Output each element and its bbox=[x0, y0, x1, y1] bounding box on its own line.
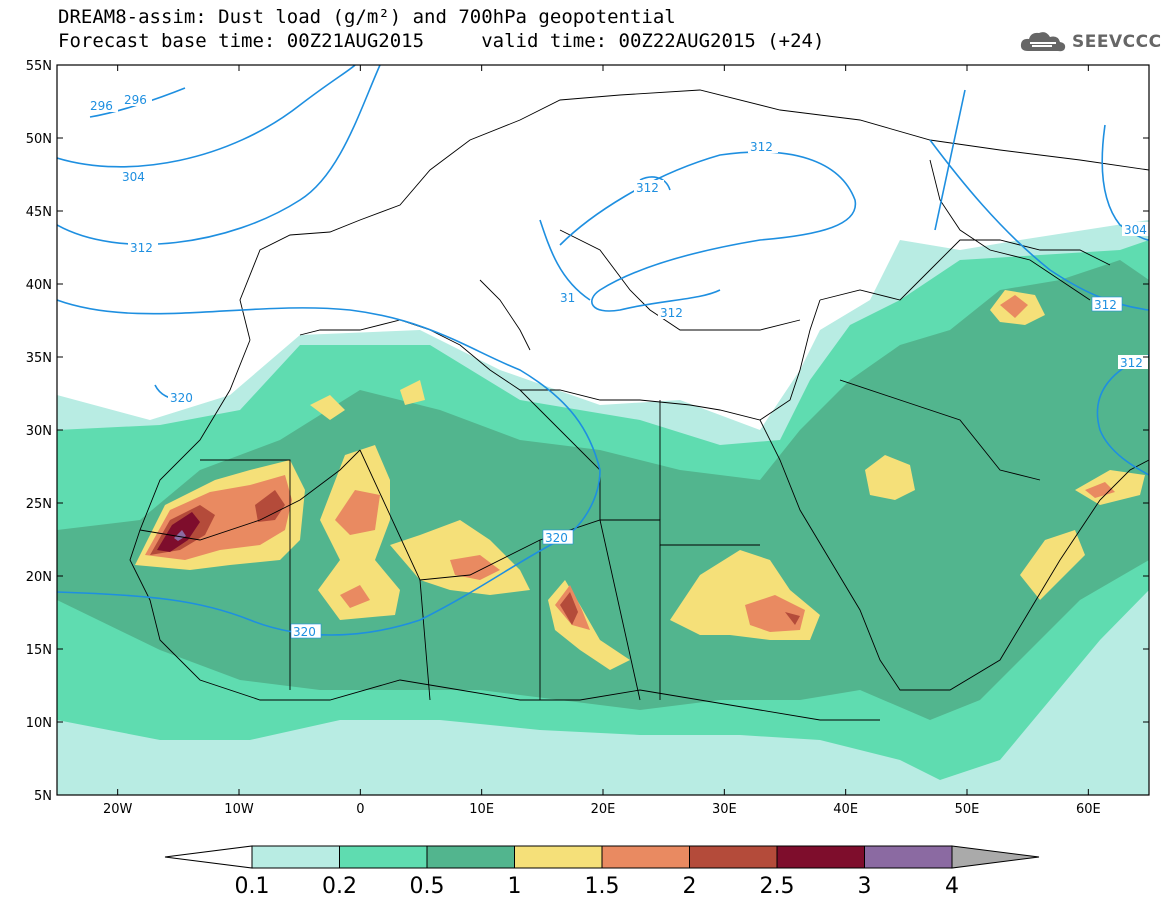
lon-label: 10W bbox=[224, 802, 254, 817]
cloud-icon bbox=[1020, 32, 1066, 52]
seevccc-logo: SEEVCCC bbox=[1018, 28, 1162, 56]
contour-label: 312 bbox=[130, 241, 153, 255]
colorbar-label: 0.1 bbox=[235, 874, 270, 899]
contour-label: 320 bbox=[170, 391, 193, 405]
lat-label: 45N bbox=[26, 205, 52, 220]
colorbar-segment bbox=[601, 845, 690, 869]
lon-label: 50E bbox=[955, 802, 980, 817]
lat-label: 35N bbox=[26, 351, 52, 366]
contour-label: 312 bbox=[660, 306, 683, 320]
lat-label: 20N bbox=[26, 570, 52, 585]
colorbar-segment bbox=[864, 845, 953, 869]
lat-label: 55N bbox=[26, 59, 52, 74]
colorbar-segment bbox=[426, 845, 515, 869]
logo-text: SEEVCCC bbox=[1072, 32, 1162, 52]
lat-label: 50N bbox=[26, 132, 52, 147]
colorbar-segment bbox=[776, 845, 865, 869]
contour-label: 312 bbox=[1120, 356, 1143, 370]
lon-label: 30E bbox=[712, 802, 737, 817]
contour-label: 320 bbox=[293, 625, 316, 639]
colorbar: 0.1 0.2 0.5 1 1.5 2 2.5 3 4 bbox=[164, 845, 1040, 899]
colorbar-label: 2.5 bbox=[760, 874, 795, 899]
lat-label: 40N bbox=[26, 278, 52, 293]
lon-label: 40E bbox=[833, 802, 858, 817]
colorbar-label: 4 bbox=[945, 874, 959, 899]
contour-label: 312 bbox=[1094, 298, 1117, 312]
contour-label: 312 bbox=[636, 181, 659, 195]
lat-label: 10N bbox=[26, 716, 52, 731]
colorbar-label: 1.5 bbox=[585, 874, 620, 899]
dust-band-3 bbox=[174, 530, 186, 541]
dust-band-2.5 bbox=[157, 512, 200, 552]
lon-label: 60E bbox=[1076, 802, 1101, 817]
forecast-time-line: Forecast base time: 00Z21AUG2015 valid t… bbox=[58, 30, 825, 52]
lat-label: 25N bbox=[26, 497, 52, 512]
dust-load-field bbox=[57, 220, 1149, 795]
contour-label: 320 bbox=[545, 531, 568, 545]
colorbar-label: 0.2 bbox=[322, 874, 357, 899]
colorbar-label: 3 bbox=[858, 874, 872, 899]
colorbar-over-triangle bbox=[951, 845, 1040, 869]
lon-label: 0 bbox=[356, 802, 364, 817]
contour-label: 304 bbox=[122, 170, 145, 184]
lon-label: 20W bbox=[103, 802, 133, 817]
lon-label: 10E bbox=[469, 802, 494, 817]
colorbar-label: 2 bbox=[683, 874, 697, 899]
contour-label: 296 bbox=[90, 99, 113, 113]
latitude-axis: 55N 50N 45N 40N 35N 30N 25N 20N 15N 10N 5N bbox=[26, 59, 1149, 804]
lat-label: 5N bbox=[34, 789, 52, 804]
geopotential-contours bbox=[57, 65, 1149, 636]
contour-label: 31 bbox=[560, 291, 575, 305]
colorbar-segment bbox=[514, 845, 603, 869]
contour-label: 304 bbox=[1124, 223, 1147, 237]
contour-label: 312 bbox=[750, 140, 773, 154]
lat-label: 15N bbox=[26, 643, 52, 658]
colorbar-segment bbox=[689, 845, 778, 869]
contour-labels: 296 296 304 312 312 312 320 320 320 312 … bbox=[88, 92, 1149, 639]
lon-label: 20E bbox=[591, 802, 616, 817]
colorbar-label: 1 bbox=[508, 874, 522, 899]
colorbar-segment bbox=[339, 845, 428, 869]
colorbar-under-triangle bbox=[164, 845, 253, 869]
colorbar-label: 0.5 bbox=[410, 874, 445, 899]
map-title: DREAM8-assim: Dust load (g/m²) and 700hP… bbox=[58, 6, 676, 28]
longitude-axis: 20W 10W 0 10E 20E 30E 40E 50E 60E bbox=[103, 65, 1101, 817]
lat-label: 30N bbox=[26, 424, 52, 439]
colorbar-segment bbox=[251, 845, 340, 869]
contour-label: 296 bbox=[124, 93, 147, 107]
